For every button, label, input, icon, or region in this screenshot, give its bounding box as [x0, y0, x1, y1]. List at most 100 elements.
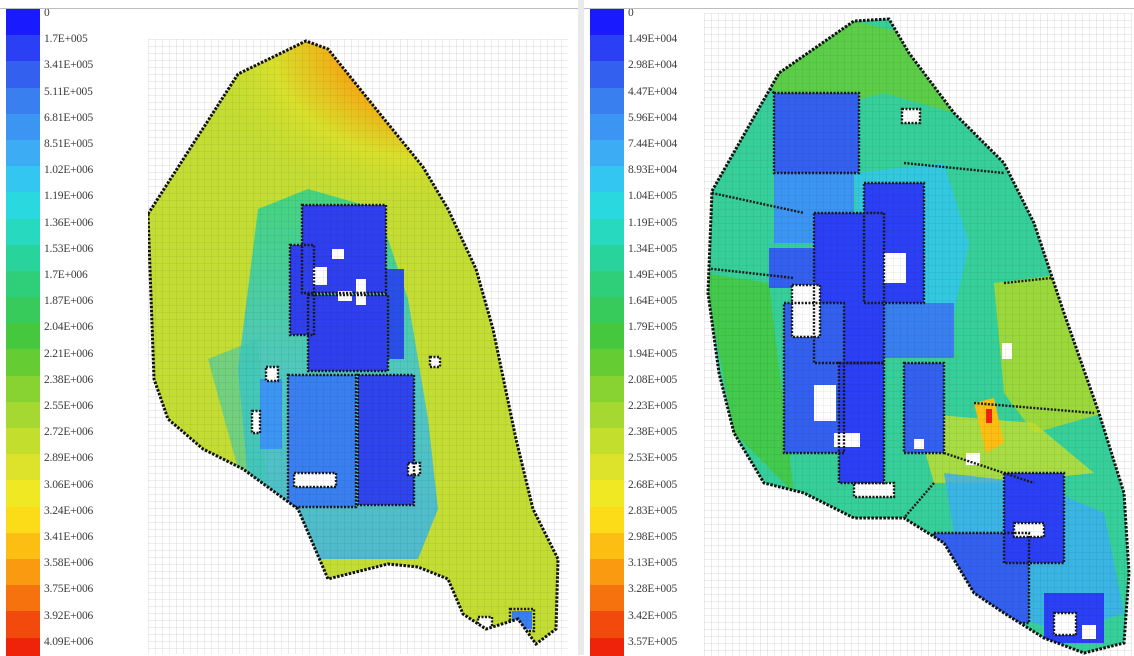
legend-swatch — [590, 219, 624, 245]
legend-label: 3.24E+006 — [44, 505, 93, 517]
legend-swatch — [590, 166, 624, 192]
legend-label: 1.94E+005 — [628, 348, 677, 360]
legend-swatch — [590, 611, 624, 637]
legend-label: 1.53E+006 — [44, 243, 93, 255]
legend-swatch — [590, 271, 624, 297]
legend-label: 0 — [44, 8, 50, 19]
legend-swatch — [6, 219, 40, 245]
legend-swatch — [590, 35, 624, 61]
legend-swatch — [6, 480, 40, 506]
legend-label: 1.87E+006 — [44, 295, 93, 307]
legend-label: 2.38E+005 — [628, 426, 677, 438]
legend-label: 6.81E+005 — [44, 112, 93, 124]
legend-label: 3.13E+005 — [628, 557, 677, 569]
legend-swatch — [6, 166, 40, 192]
legend-swatch — [6, 323, 40, 349]
legend-swatch — [590, 507, 624, 533]
legend-label: 1.49E+004 — [628, 33, 677, 45]
legend-label: 2.89E+006 — [44, 452, 93, 464]
right-legend-color-bar — [590, 9, 624, 656]
legend-swatch — [590, 585, 624, 611]
legend-swatch — [6, 140, 40, 166]
legend-label: 2.38E+006 — [44, 374, 93, 386]
legend-label: 2.55E+006 — [44, 400, 93, 412]
legend-swatch — [6, 533, 40, 559]
legend-label: 1.04E+005 — [628, 190, 677, 202]
legend-label: 2.53E+005 — [628, 452, 677, 464]
legend-swatch — [590, 9, 624, 35]
legend-label: 1.36E+006 — [44, 217, 93, 229]
legend-label: 3.75E+006 — [44, 583, 93, 595]
legend-label: 1.7E+005 — [44, 33, 88, 45]
legend-label: 1.02E+006 — [44, 164, 93, 176]
legend-label: 3.58E+006 — [44, 557, 93, 569]
legend-label: 1.79E+005 — [628, 321, 677, 333]
legend-label: 2.98E+005 — [628, 531, 677, 543]
legend-swatch — [590, 454, 624, 480]
legend-label: 3.57E+005 — [628, 636, 677, 648]
legend-swatch — [6, 428, 40, 454]
legend-swatch — [6, 9, 40, 35]
legend-swatch — [6, 35, 40, 61]
legend-swatch — [6, 376, 40, 402]
legend-label: 2.21E+006 — [44, 348, 93, 360]
legend-label: 1.19E+005 — [628, 217, 677, 229]
legend-swatch — [6, 88, 40, 114]
legend-swatch — [6, 192, 40, 218]
legend-swatch — [6, 585, 40, 611]
legend-swatch — [590, 559, 624, 585]
legend-label: 4.47E+004 — [628, 86, 677, 98]
legend-swatch — [6, 454, 40, 480]
legend-swatch — [590, 192, 624, 218]
right-contour-panel: 0 1.49E+004 2.98E+004 4.47E+004 5.96E+004 7.4… — [584, 8, 1134, 656]
legend-swatch — [6, 114, 40, 140]
legend-label: 3.41E+005 — [44, 59, 93, 71]
legend-label: 8.51E+005 — [44, 138, 93, 150]
left-legend-color-bar — [6, 9, 40, 656]
legend-swatch — [590, 428, 624, 454]
left-contour-panel: 0 1.7E+005 3.41E+005 5.11E+005 6.81E+005 8.51… — [0, 8, 578, 656]
legend-swatch — [590, 402, 624, 428]
legend-swatch — [6, 271, 40, 297]
legend-swatch — [6, 349, 40, 375]
legend-label: 2.23E+005 — [628, 400, 677, 412]
legend-swatch — [590, 297, 624, 323]
legend-label: 4.09E+006 — [44, 636, 93, 648]
legend-label: 3.42E+005 — [628, 610, 677, 622]
legend-label: 3.41E+006 — [44, 531, 93, 543]
legend-label: 2.98E+004 — [628, 59, 677, 71]
legend-swatch — [590, 533, 624, 559]
legend-label: 2.04E+006 — [44, 321, 93, 333]
legend-label: 3.92E+006 — [44, 610, 93, 622]
legend-label: 3.28E+005 — [628, 583, 677, 595]
legend-swatch — [590, 245, 624, 271]
legend-label: 7.44E+004 — [628, 138, 677, 150]
legend-swatch — [6, 638, 40, 656]
legend-swatch — [590, 480, 624, 506]
legend-label: 5.11E+005 — [44, 86, 93, 98]
legend-label: 0 — [628, 8, 634, 19]
right-contour-map — [704, 13, 1132, 656]
legend-label: 2.72E+006 — [44, 426, 93, 438]
legend-swatch — [590, 61, 624, 87]
legend-label: 1.49E+005 — [628, 269, 677, 281]
legend-label: 1.7E+006 — [44, 269, 88, 281]
legend-label: 1.64E+005 — [628, 295, 677, 307]
legend-label: 5.96E+004 — [628, 112, 677, 124]
legend-swatch — [6, 245, 40, 271]
legend-swatch — [590, 638, 624, 656]
legend-label: 3.06E+006 — [44, 479, 93, 491]
legend-label: 1.34E+005 — [628, 243, 677, 255]
legend-swatch — [590, 114, 624, 140]
legend-label: 2.68E+005 — [628, 479, 677, 491]
legend-swatch — [590, 140, 624, 166]
left-contour-map — [148, 39, 568, 654]
legend-swatch — [6, 507, 40, 533]
legend-swatch — [6, 297, 40, 323]
legend-swatch — [590, 323, 624, 349]
legend-swatch — [6, 61, 40, 87]
legend-label: 8.93E+004 — [628, 164, 677, 176]
legend-label: 1.19E+006 — [44, 190, 93, 202]
legend-swatch — [6, 402, 40, 428]
legend-swatch — [590, 88, 624, 114]
